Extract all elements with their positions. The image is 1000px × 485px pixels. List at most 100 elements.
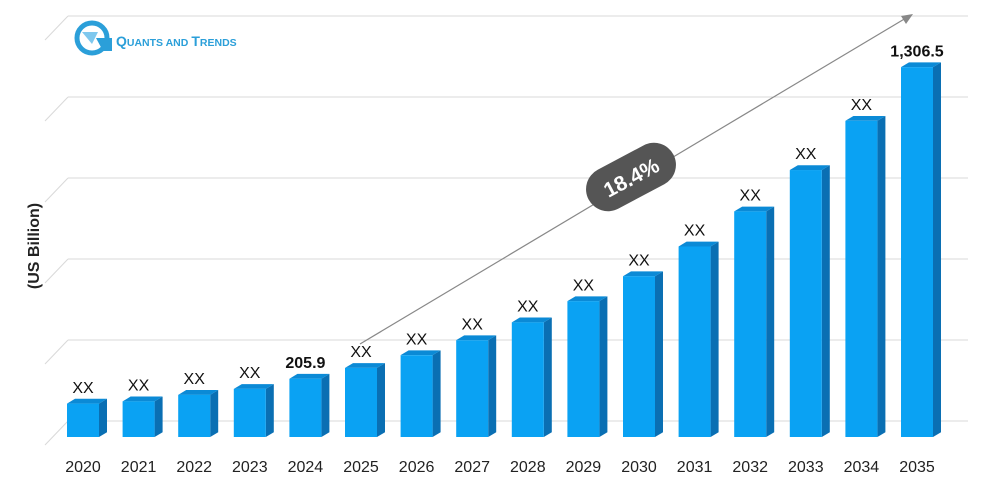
x-tick-2025: 2025 bbox=[343, 459, 379, 476]
bar-side bbox=[154, 396, 163, 437]
data-label-2023: XX bbox=[239, 365, 261, 382]
bar-side bbox=[933, 62, 941, 437]
bar-side bbox=[710, 241, 719, 437]
x-tick-2026: 2026 bbox=[399, 459, 435, 476]
bar-top bbox=[122, 396, 163, 402]
bar-side bbox=[210, 390, 219, 437]
bar-side bbox=[655, 271, 663, 437]
bar-2032 bbox=[734, 206, 775, 437]
data-label-2025: XX bbox=[350, 344, 372, 361]
bar-front bbox=[511, 322, 544, 437]
cagr-badge: 18.4% bbox=[586, 142, 676, 212]
bars bbox=[67, 62, 941, 438]
bar-side bbox=[599, 296, 608, 437]
data-label-2021: XX bbox=[128, 378, 150, 395]
bar-front bbox=[567, 301, 600, 437]
x-axis-ticks: 2020 2021 2022 2023 2024 2025 2026 2027 2028 2029… bbox=[65, 459, 935, 476]
x-tick-2021: 2021 bbox=[121, 459, 157, 476]
bar-front bbox=[178, 394, 211, 437]
grid-line bbox=[44, 96, 968, 122]
bar-2021 bbox=[122, 396, 163, 437]
x-tick-2035: 2035 bbox=[899, 459, 935, 476]
data-label-2029: XX bbox=[573, 277, 595, 294]
bar-top bbox=[456, 335, 497, 341]
bar-front bbox=[289, 378, 322, 437]
bar-top bbox=[511, 317, 552, 323]
bar-2024 bbox=[289, 373, 330, 437]
bar-2030 bbox=[623, 271, 663, 437]
bar-front bbox=[122, 401, 155, 437]
x-tick-2024: 2024 bbox=[288, 459, 324, 476]
bar-top bbox=[734, 206, 775, 212]
logo-wordmark: QUANTS AND TRENDS bbox=[116, 33, 237, 49]
data-label-2028: XX bbox=[517, 299, 539, 316]
bar-side bbox=[488, 335, 497, 437]
quants-and-trends-logo-icon bbox=[74, 20, 112, 56]
bar-side bbox=[766, 206, 775, 437]
bar-side bbox=[543, 317, 552, 437]
bar-2025 bbox=[345, 363, 385, 437]
bar-2035 bbox=[901, 62, 941, 438]
bar-top bbox=[845, 115, 886, 121]
x-tick-2029: 2029 bbox=[566, 459, 602, 476]
bar-front bbox=[901, 67, 933, 438]
bar-2023 bbox=[233, 384, 274, 437]
bar-top bbox=[789, 165, 830, 171]
bar-top bbox=[345, 363, 385, 368]
y-axis-label: (US Billion) bbox=[26, 203, 43, 289]
bar-top bbox=[233, 384, 274, 389]
bar-2027 bbox=[456, 335, 497, 437]
bar-side bbox=[432, 350, 441, 437]
bar-side bbox=[821, 165, 830, 437]
data-label-2024: 205.9 bbox=[285, 355, 325, 372]
bar-2033 bbox=[789, 165, 830, 437]
bar-2020 bbox=[67, 398, 107, 437]
data-label-2027: XX bbox=[462, 316, 484, 333]
bar-front bbox=[845, 120, 878, 437]
bar-front bbox=[456, 340, 489, 437]
bar-side bbox=[99, 398, 107, 437]
bar-top bbox=[178, 390, 219, 395]
data-label-2032: XX bbox=[740, 188, 762, 205]
bar-top bbox=[567, 296, 608, 302]
data-label-2033: XX bbox=[795, 146, 817, 163]
bar-front bbox=[623, 276, 655, 437]
x-tick-2027: 2027 bbox=[454, 459, 490, 476]
quants-and-trends-logo: QUANTS AND TRENDS bbox=[74, 20, 237, 56]
bar-top bbox=[67, 398, 107, 404]
data-label-2022: XX bbox=[184, 371, 206, 388]
x-tick-2030: 2030 bbox=[621, 459, 657, 476]
bar-front bbox=[400, 355, 433, 437]
data-label-2026: XX bbox=[406, 331, 428, 348]
bar-front bbox=[67, 403, 99, 437]
bar-2026 bbox=[400, 350, 441, 437]
grid-line bbox=[44, 15, 968, 41]
bar-front bbox=[734, 211, 767, 437]
cagr-badge-background bbox=[586, 142, 676, 212]
bar-2028 bbox=[511, 317, 552, 437]
x-tick-2023: 2023 bbox=[232, 459, 268, 476]
bar-top bbox=[400, 350, 441, 356]
bar-front bbox=[789, 170, 822, 437]
bar-2031 bbox=[678, 241, 719, 437]
bar-side bbox=[321, 373, 330, 437]
bar-front bbox=[233, 388, 266, 437]
bar-side bbox=[265, 384, 274, 437]
bar-side bbox=[877, 115, 886, 437]
bar-front bbox=[678, 246, 711, 437]
data-labels: XX XX XX XX 205.9 XX XX XX XX XX XX XX XX XX XX 1,306.5 bbox=[72, 43, 943, 396]
bar-front bbox=[345, 367, 377, 437]
bar-2034 bbox=[845, 115, 886, 437]
trend-arrow-head bbox=[901, 14, 913, 24]
x-tick-2031: 2031 bbox=[677, 459, 713, 476]
data-label-2031: XX bbox=[684, 223, 706, 240]
bar-2029 bbox=[567, 296, 608, 437]
x-tick-2033: 2033 bbox=[788, 459, 824, 476]
bar-top bbox=[678, 241, 719, 247]
data-label-2034: XX bbox=[851, 97, 873, 114]
data-label-2035: 1,306.5 bbox=[890, 43, 943, 60]
data-label-2030: XX bbox=[628, 252, 650, 269]
bar-side bbox=[377, 363, 385, 437]
x-tick-2022: 2022 bbox=[176, 459, 212, 476]
